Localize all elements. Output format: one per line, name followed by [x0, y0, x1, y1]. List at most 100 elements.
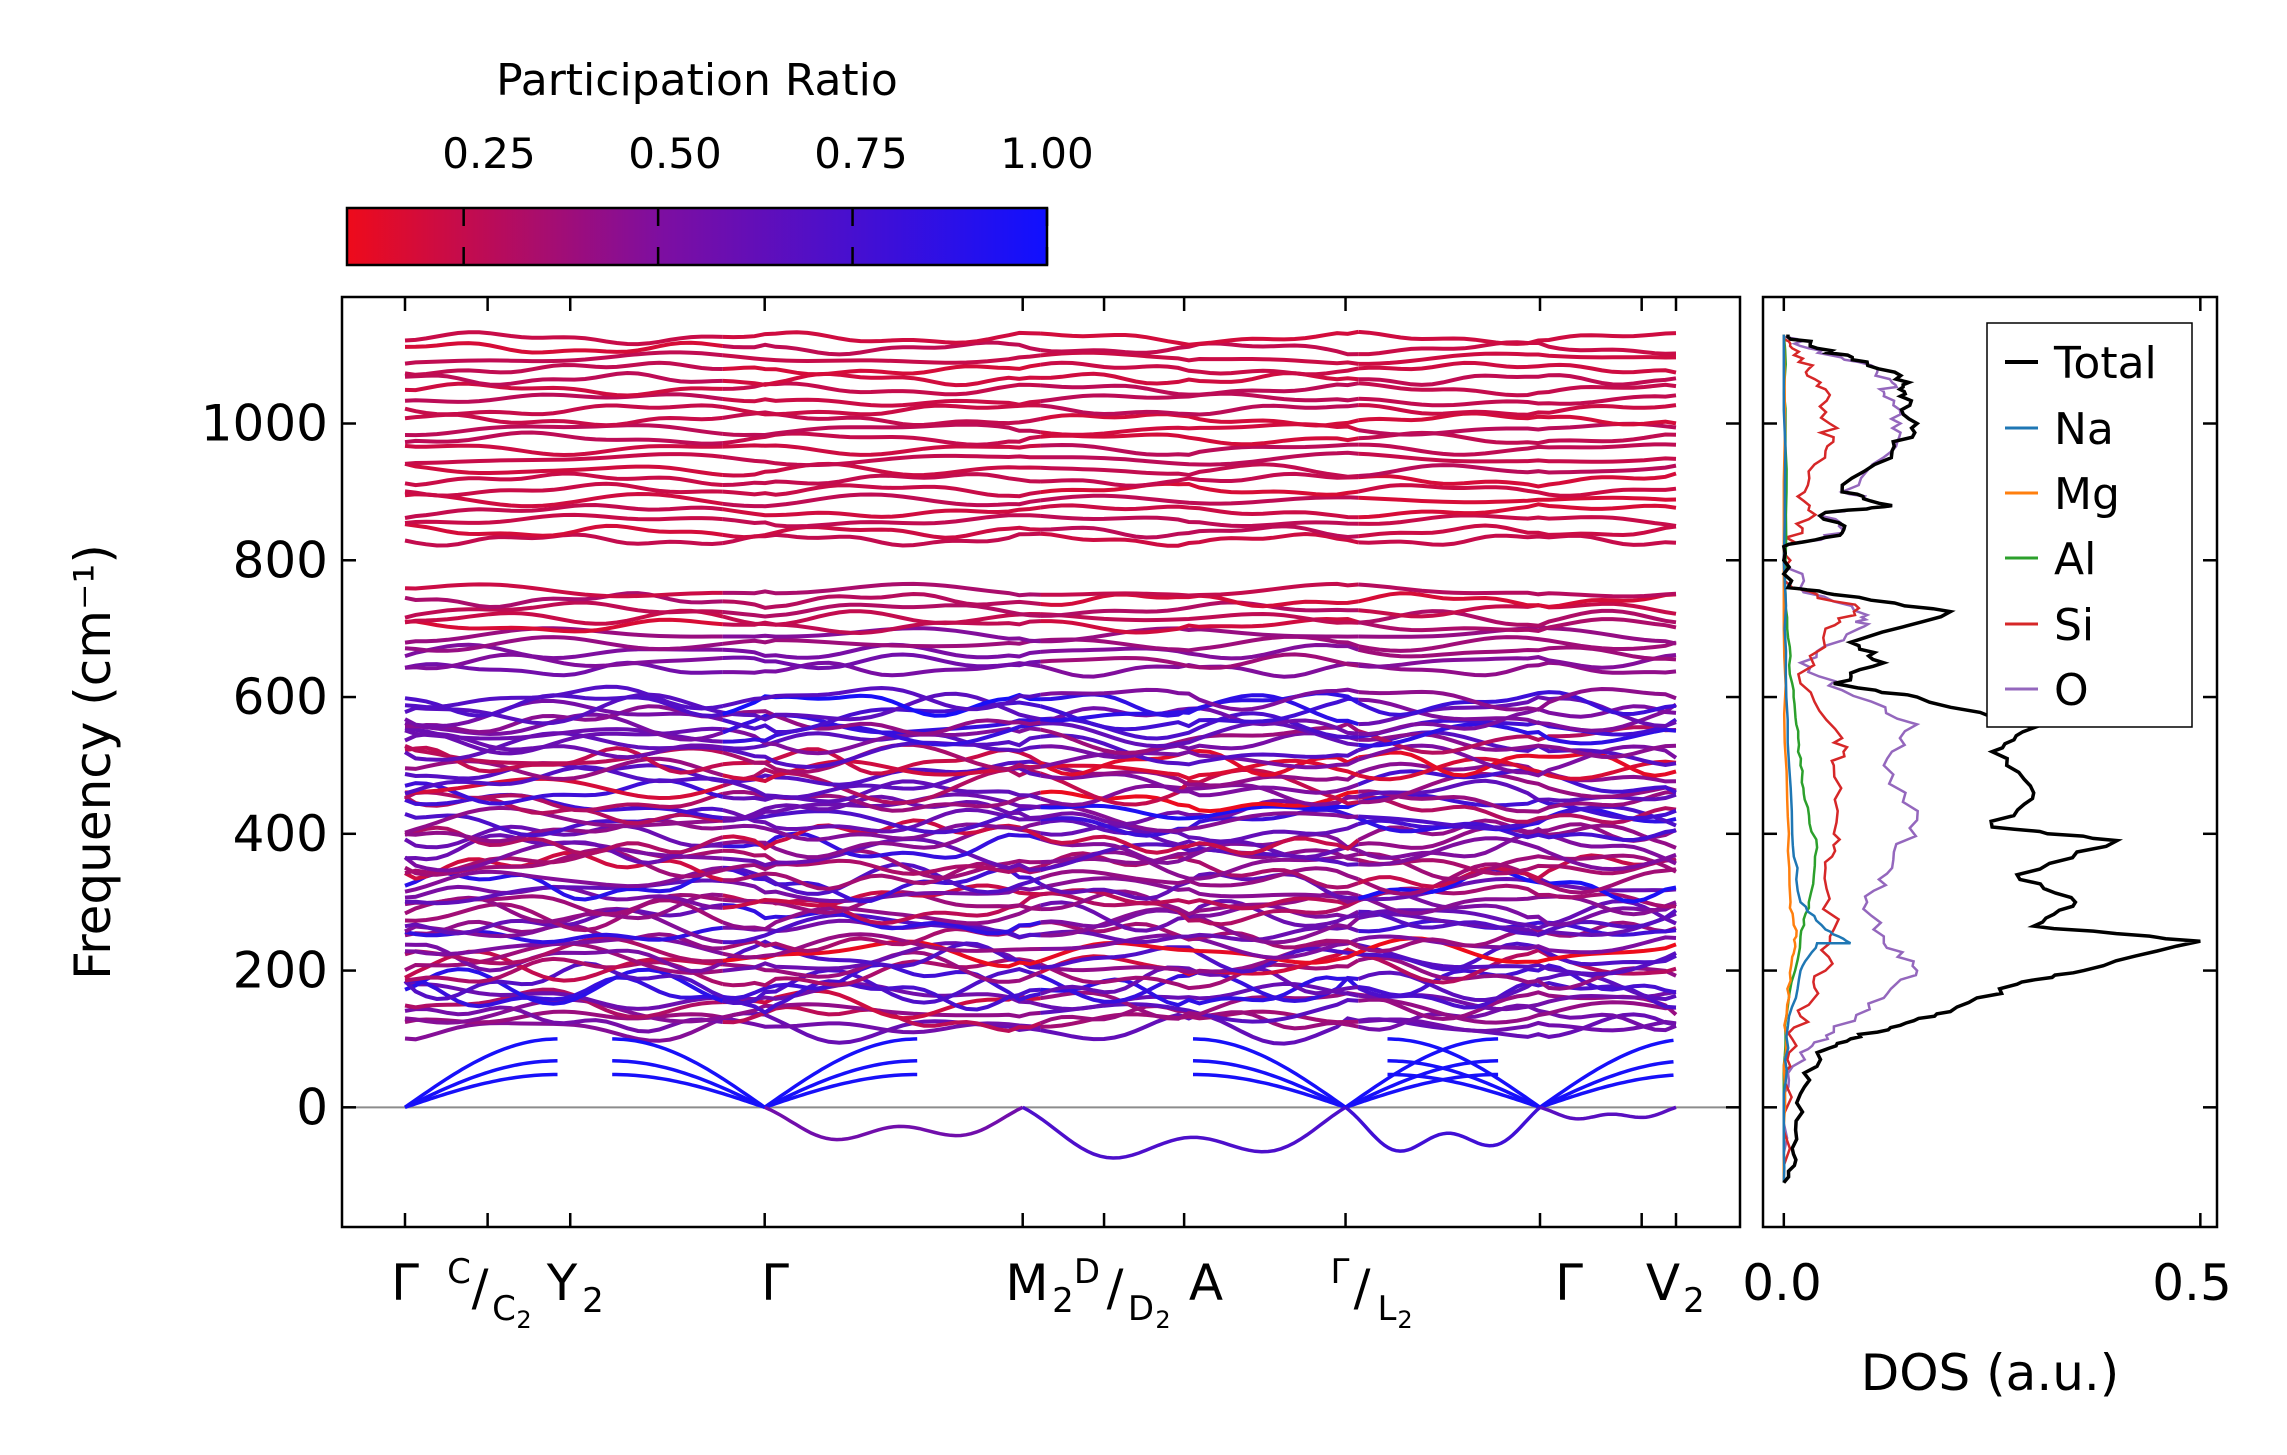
phonon-band: [1358, 836, 1677, 872]
colorbar-tick-label: 0.50: [628, 129, 722, 178]
phonon-band: [1358, 463, 1677, 478]
frequency-tick-label: 600: [233, 668, 328, 726]
phonon-band: [404, 936, 723, 966]
phonon-band: [1040, 733, 1360, 767]
phonon-band: [404, 617, 723, 634]
acoustic-branch: [1344, 1072, 1499, 1109]
phonon-band: [722, 330, 1041, 345]
phonon-band: [1357, 591, 1677, 609]
kpoint-label-y2-sub: 2: [582, 1281, 604, 1321]
phonon-band: [1358, 411, 1677, 427]
phonon-band: [1040, 720, 1359, 749]
phonon-band: [722, 685, 1041, 712]
dos-curve-na: [1782, 334, 1852, 1183]
phonon-bands: [403, 329, 1678, 1160]
phonon-band: [404, 626, 723, 645]
phonon-band: [404, 381, 723, 398]
colorbar: Participation Ratio 0.25 0.50 0.75 1.00: [345, 55, 1094, 267]
phonon-band: [1358, 876, 1677, 902]
phonon-band: [722, 609, 1041, 627]
kpoint-label-c: C: [447, 1252, 471, 1292]
phonon-band: [1358, 533, 1677, 547]
phonon-band: [722, 912, 1041, 945]
kpoint-label-d: D: [1074, 1252, 1100, 1292]
dos-curve-total: [1781, 334, 2201, 1184]
phonon-band: [1357, 743, 1678, 778]
phonon-band: [1358, 471, 1677, 489]
phonon-band: [722, 747, 1042, 776]
phonon-band: [722, 652, 1041, 671]
phonon-band: [404, 412, 723, 428]
phonon-band: [1358, 804, 1677, 830]
phonon-band: [1358, 360, 1677, 375]
kpoint-label-a: A: [1189, 1254, 1223, 1312]
phonon-band: [1039, 834, 1360, 856]
phonon-band: [1040, 945, 1359, 974]
colorbar-ticks: [462, 208, 1049, 265]
phonon-band: [1357, 690, 1677, 717]
phonon-band: [1358, 750, 1677, 778]
phonon-band: [722, 472, 1041, 487]
phonon-band: [1357, 617, 1677, 634]
dos-axis-label: DOS (a.u.): [1861, 1344, 2120, 1402]
phonon-band: [1358, 523, 1677, 539]
phonon-band: [1040, 902, 1360, 929]
phonon-band: [404, 370, 723, 387]
phonon-band: [1040, 481, 1359, 497]
acoustic-branch: [612, 1072, 766, 1109]
phonon-band: [722, 397, 1041, 408]
phonon-band: [722, 483, 1041, 499]
phonon-band: [1358, 502, 1677, 520]
phonon-band: [1040, 876, 1359, 904]
dos-tick-label: 0.5: [2152, 1254, 2232, 1312]
phonon-band: [404, 865, 724, 894]
acoustic-branch: [763, 1059, 918, 1109]
phonon-band: [404, 403, 724, 417]
kpath-labels: Γ C / C 2 Y 2 Γ M 2 D / D 2 A Γ / L 2 Γ …: [391, 1252, 1705, 1334]
acoustic-branch: [1539, 1073, 1674, 1109]
dos-axis: [1763, 297, 2217, 1227]
kpoint-label-gamma: Γ: [1555, 1254, 1583, 1312]
phonon-band: [722, 340, 1041, 357]
phonon-band: [1040, 687, 1359, 712]
high-symmetry-ticks: [403, 297, 1678, 1227]
phonon-band: [1040, 524, 1359, 540]
phonon-band: [1040, 611, 1359, 625]
imaginary-mode: [1021, 1105, 1347, 1160]
phonon-band: [1358, 513, 1677, 528]
kpoint-label-d2-sub: 2: [1155, 1306, 1170, 1334]
phonon-band: [722, 1015, 1041, 1035]
phonon-band: [1358, 963, 1677, 998]
phonon-band: [1357, 955, 1677, 991]
phonon-band: [1358, 732, 1677, 760]
kpoint-label-y2: Y: [546, 1254, 578, 1312]
phonon-band: [1357, 1003, 1677, 1033]
phonon-band: [1358, 851, 1677, 882]
phonon-band: [722, 638, 1041, 649]
phonon-band: [1040, 891, 1360, 927]
phonon-band: [404, 684, 724, 711]
phonon-band: [404, 502, 724, 520]
phonon-band: [1358, 451, 1677, 464]
colorbar-tick-label: 0.75: [814, 129, 908, 178]
phonon-band: [1357, 857, 1677, 876]
phonon-band: [1040, 442, 1359, 457]
acoustic-branch: [1192, 1059, 1347, 1109]
phonon-band: [722, 734, 1041, 770]
phonon-band: [404, 652, 723, 671]
frequency-tick-label: 1000: [201, 395, 328, 453]
phonon-band: [722, 524, 1041, 540]
phonon-band: [404, 522, 724, 538]
dos-plot-frame: [1761, 295, 2219, 1229]
kpoint-label-slash: /: [1107, 1259, 1124, 1317]
phonon-band: [1040, 462, 1359, 479]
phonon-band: [722, 831, 1042, 860]
phonon-band: [1040, 412, 1359, 428]
acoustic-branch: [612, 1059, 766, 1109]
kpoint-label-l2-sub: 2: [1397, 1306, 1412, 1334]
acoustic-branch: [1387, 1059, 1541, 1109]
phonon-band: [404, 600, 723, 620]
kpoint-label-gamma-small: Γ: [1331, 1252, 1350, 1292]
phonon-band: [1358, 789, 1677, 814]
